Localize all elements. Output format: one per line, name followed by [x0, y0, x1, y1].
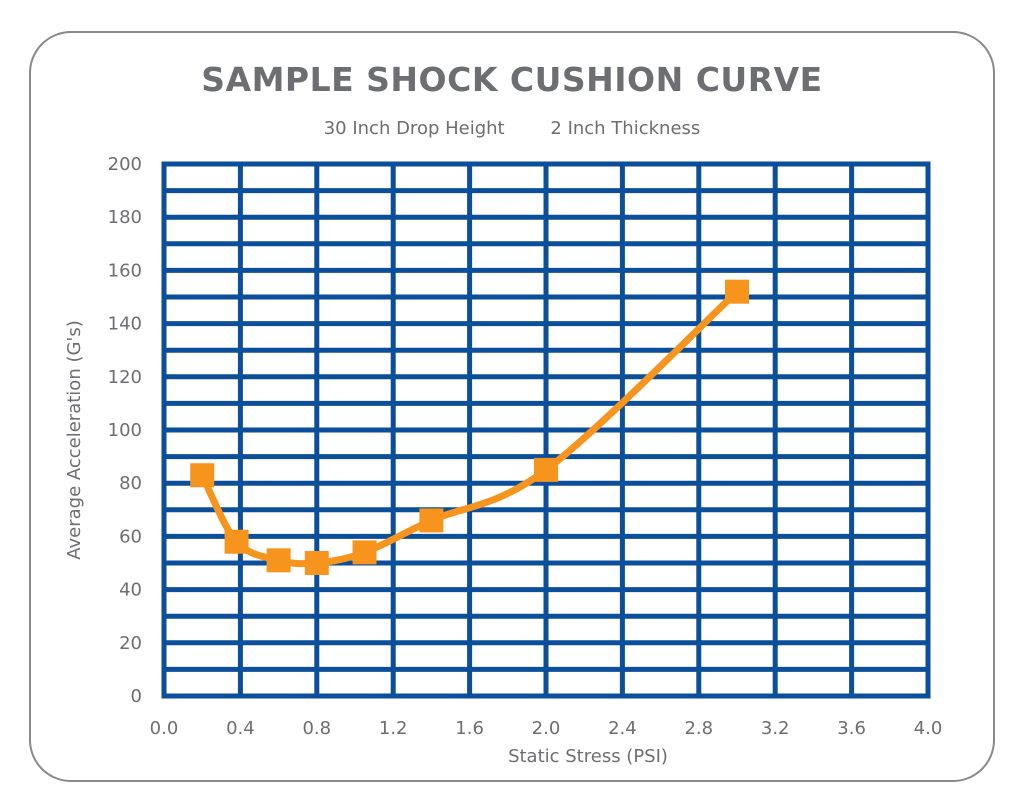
subtitle-drop-height: 30 Inch Drop Height: [323, 118, 505, 139]
chart-subtitle: 30 Inch Drop Height 2 Inch Thickness: [0, 118, 1024, 139]
x-tick-label: 0.0: [150, 718, 179, 739]
y-tick-label: 0: [131, 686, 142, 707]
x-tick-label: 1.6: [455, 718, 484, 739]
data-point-marker: [224, 529, 249, 554]
y-axis-ticks: 0 20 40 60 80 100 120 140 160 180 200: [108, 154, 142, 707]
data-point-marker: [725, 279, 749, 304]
chart-title: SAMPLE SHOCK CUSHION CURVE: [201, 60, 823, 99]
plot-border: [161, 161, 931, 699]
x-tick-label: 4.0: [914, 718, 943, 739]
y-axis-label: Average Acceleration (G's): [64, 320, 85, 560]
data-point-marker: [304, 551, 329, 575]
y-tick-label: 180: [108, 207, 142, 228]
data-point-marker: [266, 548, 291, 573]
x-tick-label: 0.4: [226, 718, 255, 739]
data-point-marker: [419, 508, 444, 533]
data-point-marker: [190, 463, 215, 488]
y-tick-label: 160: [108, 260, 142, 281]
y-tick-label: 80: [119, 473, 142, 494]
y-tick-label: 200: [108, 154, 142, 175]
x-tick-label: 2.4: [608, 718, 637, 739]
series: [190, 279, 749, 575]
y-tick-label: 40: [119, 580, 142, 601]
x-axis-label: Static Stress (PSI): [508, 746, 668, 767]
chart-frame: [29, 31, 995, 782]
subtitle-thickness: 2 Inch Thickness: [550, 118, 701, 139]
y-tick-label: 140: [108, 314, 142, 335]
x-tick-label: 3.2: [761, 718, 790, 739]
y-tick-label: 100: [108, 420, 142, 441]
data-point-marker: [534, 457, 558, 482]
y-tick-label: 60: [119, 526, 142, 547]
y-tick-label: 20: [119, 633, 142, 654]
x-tick-label: 2.0: [532, 718, 561, 739]
y-tick-label: 120: [108, 367, 142, 388]
x-tick-label: 2.8: [684, 718, 713, 739]
x-tick-label: 0.8: [302, 718, 331, 739]
x-tick-label: 3.6: [837, 718, 866, 739]
x-axis-ticks: 0.0 0.4 0.8 1.2 1.6 2.0 2.4 2.8 3.2 3.6 4.0: [150, 718, 943, 739]
grid: [161, 161, 931, 699]
x-tick-label: 1.2: [379, 718, 408, 739]
data-point-marker: [352, 540, 377, 565]
